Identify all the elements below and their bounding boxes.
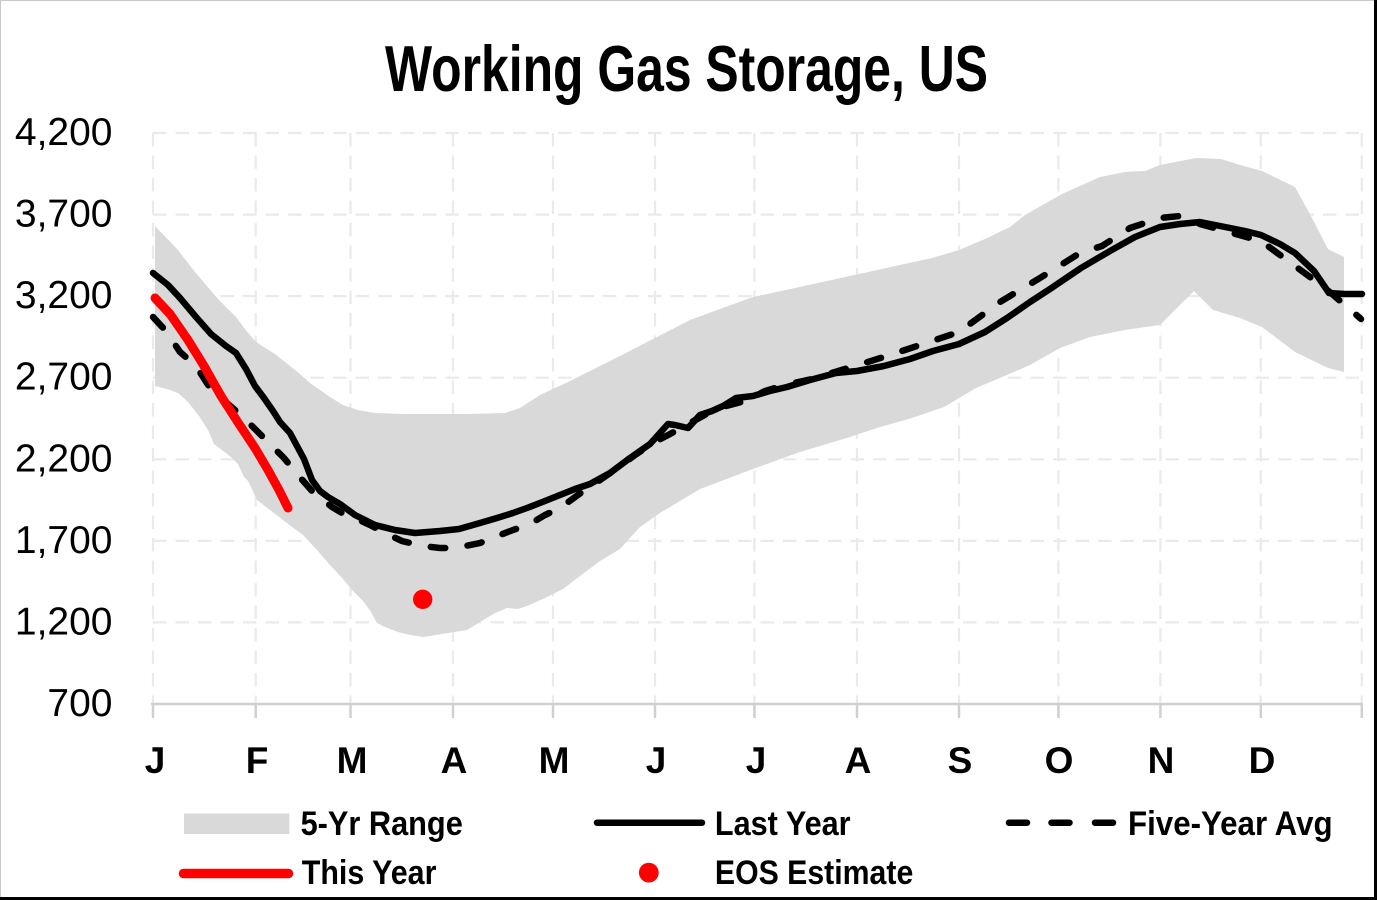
svg-text:J: J bbox=[746, 740, 767, 781]
svg-text:5-Yr Range: 5-Yr Range bbox=[301, 805, 463, 843]
svg-text:3,700: 3,700 bbox=[15, 193, 113, 236]
svg-text:D: D bbox=[1249, 740, 1276, 781]
svg-text:M: M bbox=[539, 740, 570, 781]
svg-text:A: A bbox=[441, 740, 468, 781]
svg-text:3,200: 3,200 bbox=[15, 274, 113, 317]
svg-text:F: F bbox=[246, 740, 269, 781]
svg-text:A: A bbox=[845, 740, 872, 781]
svg-text:1,700: 1,700 bbox=[15, 519, 113, 562]
svg-text:M: M bbox=[337, 740, 368, 781]
svg-text:EOS Estimate: EOS Estimate bbox=[715, 854, 913, 892]
svg-text:O: O bbox=[1045, 740, 1074, 781]
svg-text:2,200: 2,200 bbox=[15, 437, 113, 480]
svg-text:1,200: 1,200 bbox=[15, 600, 113, 643]
svg-text:Five-Year Avg: Five-Year Avg bbox=[1128, 805, 1333, 843]
svg-text:J: J bbox=[145, 740, 166, 781]
svg-text:N: N bbox=[1148, 740, 1175, 781]
svg-text:S: S bbox=[948, 740, 973, 781]
svg-text:700: 700 bbox=[47, 682, 112, 725]
svg-text:4,200: 4,200 bbox=[15, 111, 113, 154]
svg-text:Last Year: Last Year bbox=[715, 805, 851, 843]
svg-text:Working Gas Storage, US: Working Gas Storage, US bbox=[385, 32, 988, 105]
svg-text:2,700: 2,700 bbox=[15, 356, 113, 399]
svg-text:This Year: This Year bbox=[302, 854, 437, 892]
svg-text:J: J bbox=[646, 740, 667, 781]
